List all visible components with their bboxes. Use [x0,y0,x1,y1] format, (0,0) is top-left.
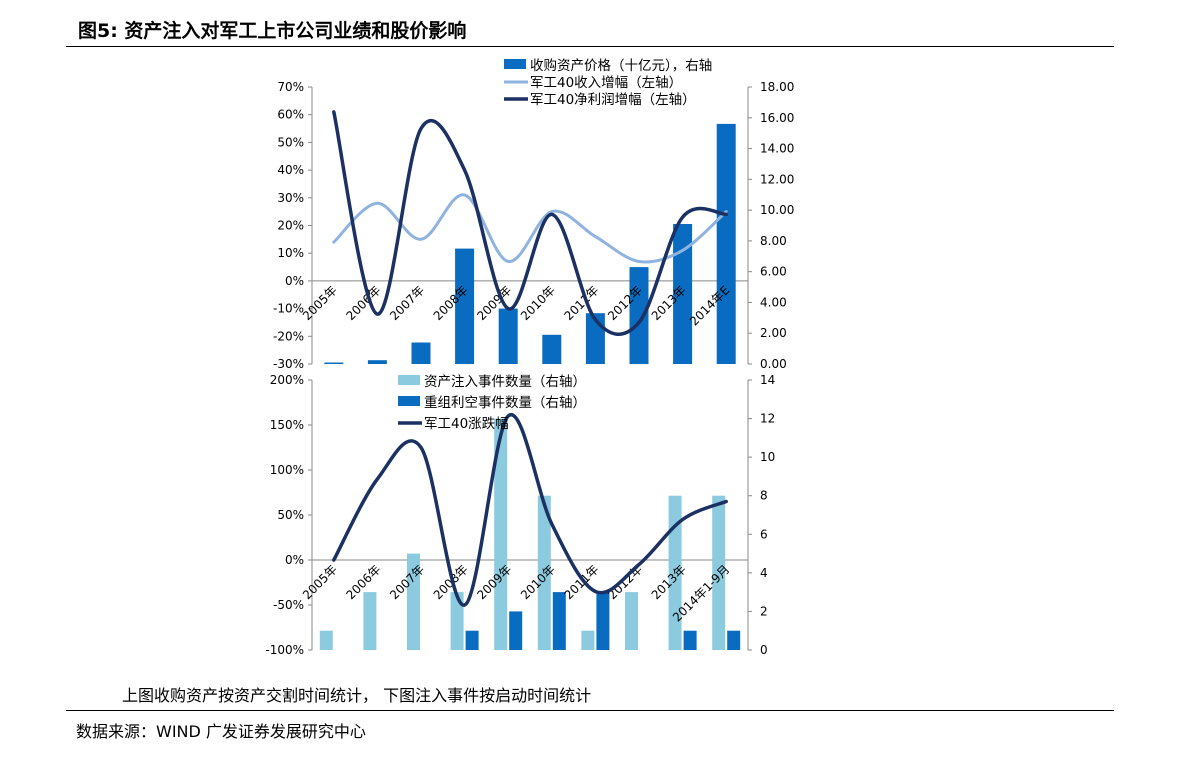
bar [367,360,387,364]
source-text: 数据来源：WIND 广发证券发展研究中心 [76,722,366,741]
bar [498,308,518,364]
right-tick-label: 14 [760,373,775,387]
left-tick-label: 20% [277,219,304,233]
bar [716,123,736,365]
left-tick-label: 30% [277,191,304,205]
bar [494,418,508,650]
legend-label: 军工40涨跌幅 [424,416,509,432]
left-tick-label: 0% [285,274,304,288]
legend-label: 收购资产价格（十亿元），右轴 [530,58,712,74]
left-tick-label: 150% [270,418,304,432]
category-label: 2006年 [344,283,384,323]
legend-swatch [398,375,420,385]
left-tick-label: 50% [277,508,304,522]
bar [629,267,649,364]
bar [727,630,741,650]
bar [596,592,610,650]
right-tick-label: 0.00 [760,357,787,371]
series-line [332,110,728,336]
right-tick-label: 14.00 [760,142,794,156]
right-tick-label: 12.00 [760,172,794,186]
left-tick-label: 70% [277,80,304,94]
right-tick-label: 8.00 [760,234,787,248]
left-tick-label: 10% [277,246,304,260]
bar [455,248,475,364]
legend-label: 军工40收入增幅（左轴） [530,75,682,91]
right-tick-label: 10.00 [760,203,794,217]
left-tick-label: 50% [277,135,304,149]
category-label: 2011年 [562,562,602,602]
top-rule [66,46,1114,47]
right-tick-label: 6.00 [760,265,787,279]
right-tick-label: 4 [760,566,768,580]
bar [581,630,595,650]
left-tick-label: 0% [285,553,304,567]
left-tick-label: -20% [273,329,304,343]
left-tick-label: 200% [270,373,304,387]
legend-label: 资产注入事件数量（右轴） [424,374,586,390]
bar [363,592,377,650]
bar [509,611,523,650]
right-tick-label: 4.00 [760,295,787,309]
bottom-rule [66,710,1114,711]
left-tick-label: -50% [273,598,304,612]
right-tick-label: 0 [760,643,768,657]
left-tick-label: -100% [265,643,304,657]
chart-top: 70% 60% 50% 40% 30% 20% 10% 0% -10% -20% -30% 18.00… [273,58,794,371]
bar [542,334,562,364]
bar [712,495,726,650]
legend-label: 军工40净利润增幅（左轴） [530,92,696,108]
series-line [332,412,728,607]
figure-note: 上图收购资产按资产交割时间统计， 下图注入事件按启动时间统计 [122,686,592,705]
bar [668,495,682,650]
bar [407,553,420,650]
right-tick-label: 2.00 [760,326,787,340]
bar [625,592,638,650]
right-tick-label: 18.00 [760,80,794,94]
right-tick-label: 6 [760,527,768,541]
left-tick-label: 100% [270,463,304,477]
bar [673,224,693,364]
right-tick-label: 8 [760,489,768,503]
right-tick-label: 16.00 [760,111,794,125]
bar [552,592,566,650]
bar [683,630,697,650]
category-label: 2007年 [387,283,427,323]
right-tick-label: 10 [760,450,775,464]
category-label: 2005年 [300,562,340,602]
bar [411,342,431,364]
category-label: 2005年 [300,283,340,323]
bar [324,362,344,364]
right-tick-label: 2 [760,604,768,618]
left-tick-label: 40% [277,163,304,177]
bar [319,630,333,650]
bar [450,592,464,650]
legend-label: 重组利空事件数量（右轴） [424,395,586,411]
chart-bottom: 200% 150% 100% 50% 0% -50% -100% 14 12 10 8 6 4 2 0 200… [265,373,775,657]
legend-swatch [504,59,526,69]
right-tick-label: 12 [760,412,775,426]
figure-title: 图5: 资产注入对军工上市公司业绩和股价影响 [78,20,467,42]
bar [537,495,551,650]
bar [465,630,479,650]
left-tick-label: -30% [273,357,304,371]
legend-swatch [398,396,420,406]
left-tick-label: -10% [273,302,304,316]
left-tick-label: 60% [277,108,304,122]
category-label: 2010年 [518,283,558,323]
